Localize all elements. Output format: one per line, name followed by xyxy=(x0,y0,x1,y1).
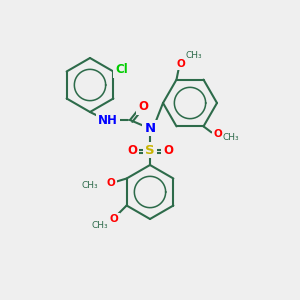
Text: CH₃: CH₃ xyxy=(92,220,109,230)
Text: CH₃: CH₃ xyxy=(223,134,239,142)
Text: O: O xyxy=(109,214,118,224)
Text: Cl: Cl xyxy=(115,63,128,76)
Text: O: O xyxy=(138,100,148,113)
Text: CH₃: CH₃ xyxy=(82,182,99,190)
Text: O: O xyxy=(213,129,222,140)
Text: N: N xyxy=(144,122,156,134)
Text: O: O xyxy=(127,143,137,157)
Text: O: O xyxy=(106,178,115,188)
Text: S: S xyxy=(145,143,155,157)
Text: O: O xyxy=(163,143,173,157)
Text: NH: NH xyxy=(98,113,118,127)
Text: O: O xyxy=(176,58,185,69)
Text: CH₃: CH₃ xyxy=(185,51,202,60)
